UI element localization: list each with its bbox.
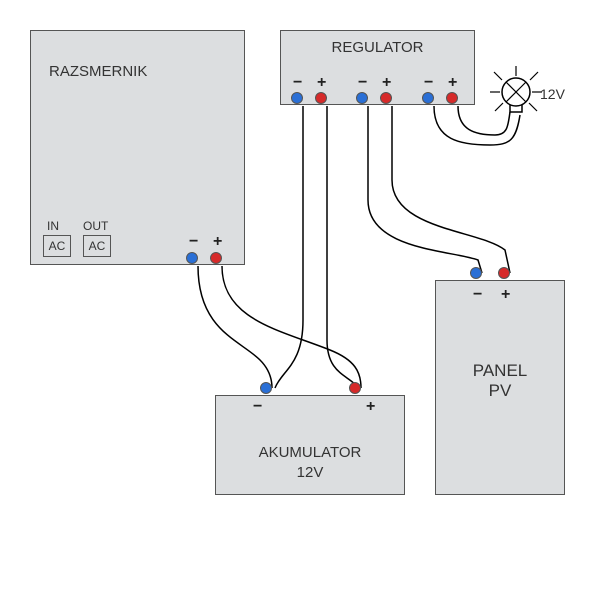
panel_neg-terminal [470,267,482,279]
wire [392,106,510,273]
raz-plus: + [213,233,222,251]
reg1-minus: − [293,74,302,92]
aku_neg-terminal [260,382,272,394]
ac-out-box: AC [83,235,111,257]
razsmernik-block: RAZSMERNIK IN OUT AC AC − + [30,30,245,265]
panel-plus: + [501,286,510,304]
razsmernik-label: RAZSMERNIK [49,63,147,80]
akumulator-sublabel: 12V [216,464,404,481]
wire [222,266,361,388]
razsmernik_neg-terminal [186,252,198,264]
reg2_neg-terminal [356,92,368,104]
reg3_neg-terminal [422,92,434,104]
reg1_neg-terminal [291,92,303,104]
raz-minus: − [189,233,198,251]
panel-label: PANEL [436,361,564,381]
aku-minus: − [253,398,262,416]
aku_pos-terminal [349,382,361,394]
reg3-minus: − [424,74,433,92]
out-label: OUT [83,219,108,233]
wire [198,266,272,388]
wire [458,106,510,135]
reg2_pos-terminal [380,92,392,104]
panel-sublabel: PV [436,381,564,401]
reg3-plus: + [448,74,457,92]
regulator-label: REGULATOR [281,39,474,56]
reg1-plus: + [317,74,326,92]
reg2-plus: + [382,74,391,92]
wire [368,106,482,273]
ac-in-box: AC [43,235,71,257]
lightbulb-icon [490,66,542,112]
reg2-minus: − [358,74,367,92]
aku-plus: + [366,398,375,416]
akumulator-block: AKUMULATOR 12V [215,395,405,495]
reg1_pos-terminal [315,92,327,104]
wire [275,106,303,388]
bulb-label: 12V [540,86,565,102]
panel-block: PANEL PV [435,280,565,495]
regulator-block: REGULATOR [280,30,475,105]
panel_pos-terminal [498,267,510,279]
wire [327,106,358,388]
reg3_pos-terminal [446,92,458,104]
panel-minus: − [473,286,482,304]
razsmernik_pos-terminal [210,252,222,264]
in-label: IN [47,219,59,233]
akumulator-label: AKUMULATOR [216,444,404,461]
